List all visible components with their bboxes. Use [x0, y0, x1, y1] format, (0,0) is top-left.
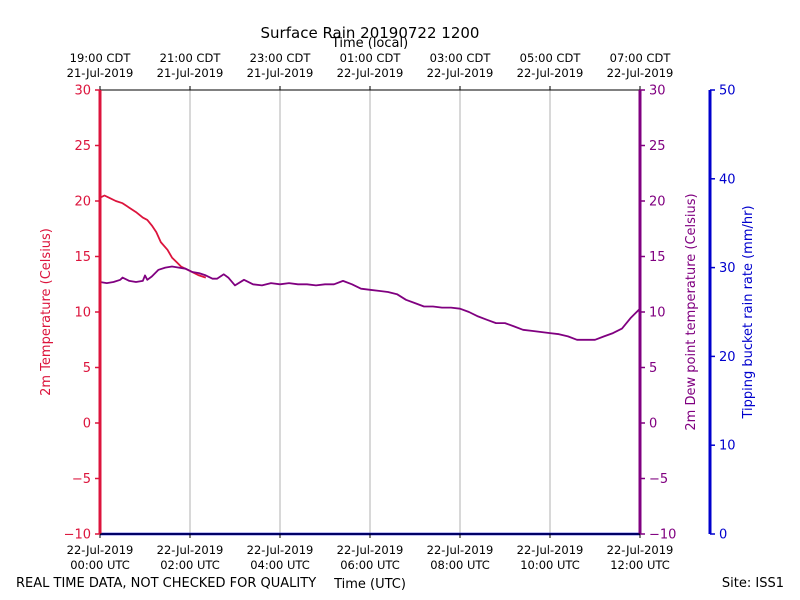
- x-tick-time: 04:00 UTC: [250, 558, 310, 572]
- outer-right-y-tick-label: 10: [719, 439, 736, 454]
- left-y-tick-label: 20: [74, 195, 91, 210]
- left-y-tick-label: −10: [64, 528, 91, 543]
- chart-title: Surface Rain 20190722 1200: [261, 24, 480, 42]
- inner-right-y-tick-label: 30: [649, 84, 666, 99]
- left-y-tick-label: 0: [83, 417, 91, 432]
- outer-right-axis-label: Tipping bucket rain rate (mm/hr): [741, 205, 756, 419]
- inner-right-y-ticks: −10 −5 0 5 10 15 20 25 30: [640, 84, 676, 543]
- x-tick-date: 22-Jul-2019: [517, 543, 584, 557]
- x-tick-date: 22-Jul-2019: [427, 543, 494, 557]
- x-tick-time: 08:00 UTC: [430, 558, 490, 572]
- left-y-tick-label: −5: [72, 472, 91, 487]
- x-tick-date: 22-Jul-2019: [607, 543, 674, 557]
- outer-right-y-tick-label: 50: [719, 84, 736, 99]
- top-tick-date: 22-Jul-2019: [607, 66, 674, 80]
- left-y-tick-label: 15: [74, 250, 91, 265]
- top-tick-date: 21-Jul-2019: [67, 66, 134, 80]
- outer-right-y-tick-label: 40: [719, 172, 736, 187]
- x-tick-time: 02:00 UTC: [160, 558, 220, 572]
- x-tick-date: 22-Jul-2019: [337, 543, 404, 557]
- x-tick-date: 22-Jul-2019: [67, 543, 134, 557]
- x-tick-time: 10:00 UTC: [520, 558, 580, 572]
- quality-disclaimer: REAL TIME DATA, NOT CHECKED FOR QUALITY: [16, 576, 316, 591]
- top-tick-time: 19:00 CDT: [70, 51, 132, 65]
- outer-right-y-tick-label: 30: [719, 261, 736, 276]
- inner-right-y-tick-label: 5: [649, 361, 657, 376]
- left-y-tick-label: 30: [74, 84, 91, 99]
- top-tick-time: 05:00 CDT: [520, 51, 582, 65]
- x-tick-time: 12:00 UTC: [610, 558, 670, 572]
- left-y-tick-label: 25: [74, 139, 91, 154]
- top-tick-date: 22-Jul-2019: [337, 66, 404, 80]
- x-tick-date: 22-Jul-2019: [247, 543, 314, 557]
- left-y-tick-label: 10: [74, 306, 91, 321]
- top-tick-date: 21-Jul-2019: [247, 66, 314, 80]
- outer-right-y-ticks: 0 10 20 30 40 50: [710, 84, 736, 543]
- inner-right-y-tick-label: 20: [649, 195, 666, 210]
- inner-right-y-tick-label: 25: [649, 139, 666, 154]
- top-tick-time: 01:00 CDT: [340, 51, 402, 65]
- outer-right-y-tick-label: 0: [719, 528, 727, 543]
- x-tick-time: 00:00 UTC: [70, 558, 130, 572]
- top-tick-time: 03:00 CDT: [430, 51, 492, 65]
- x-tick-time: 06:00 UTC: [340, 558, 400, 572]
- top-tick-time: 07:00 CDT: [610, 51, 672, 65]
- x-tick-date: 22-Jul-2019: [157, 543, 224, 557]
- left-y-ticks: −10 −5 0 5 10 15 20 25 30: [64, 84, 100, 543]
- site-label: Site: ISS1: [722, 576, 784, 591]
- left-axis-label: 2m Temperature (Celsius): [39, 228, 54, 396]
- temperature-line: [99, 194, 207, 279]
- outer-right-y-tick-label: 20: [719, 350, 736, 365]
- inner-right-y-tick-label: 15: [649, 250, 666, 265]
- inner-right-y-tick-label: 10: [649, 306, 666, 321]
- inner-right-y-tick-label: −5: [649, 472, 668, 487]
- top-tick-date: 22-Jul-2019: [427, 66, 494, 80]
- top-tick-date: 21-Jul-2019: [157, 66, 224, 80]
- dewpoint-line: [99, 265, 641, 341]
- grid-lines: [189, 90, 551, 534]
- left-y-tick-label: 5: [83, 361, 91, 376]
- top-tick-time: 23:00 CDT: [250, 51, 312, 65]
- inner-right-y-tick-label: 0: [649, 417, 657, 432]
- x-axis-label: Time (UTC): [333, 577, 406, 592]
- top-tick-time: 21:00 CDT: [160, 51, 222, 65]
- inner-right-axis-label: 2m Dew point temperature (Celsius): [684, 193, 699, 430]
- top-tick-date: 22-Jul-2019: [517, 66, 584, 80]
- inner-right-y-tick-label: −10: [649, 528, 676, 543]
- top-axis-label: Time (local): [331, 36, 408, 51]
